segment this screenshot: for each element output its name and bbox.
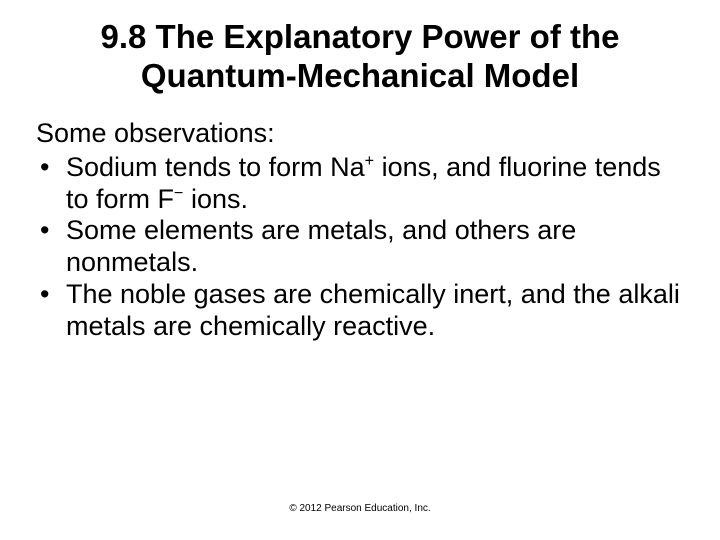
slide-body: Some observations: Sodium tends to form … [36,118,684,343]
bullet-1: Sodium tends to form Na+ ions, and fluor… [36,152,684,216]
bullet-3: The noble gases are chemically inert, an… [36,279,684,343]
copyright-footer: © 2012 Pearson Education, Inc. [0,503,720,514]
bullet-1-sup-1: + [365,152,374,170]
title-line-1: 9.8 The Explanatory Power of the [101,18,620,55]
bullet-1-part-a: Sodium tends to form Na [66,152,365,182]
bullet-1-part-c: ions. [183,184,248,214]
bullet-2: Some elements are metals, and others are… [36,215,684,279]
title-line-2: Quantum-Mechanical Model [141,57,579,94]
bullet-list: Sodium tends to form Na+ ions, and fluor… [36,152,684,343]
lead-text: Some observations: [36,118,684,150]
slide-title: 9.8 The Explanatory Power of the Quantum… [36,18,684,96]
slide-container: 9.8 The Explanatory Power of the Quantum… [0,0,720,540]
